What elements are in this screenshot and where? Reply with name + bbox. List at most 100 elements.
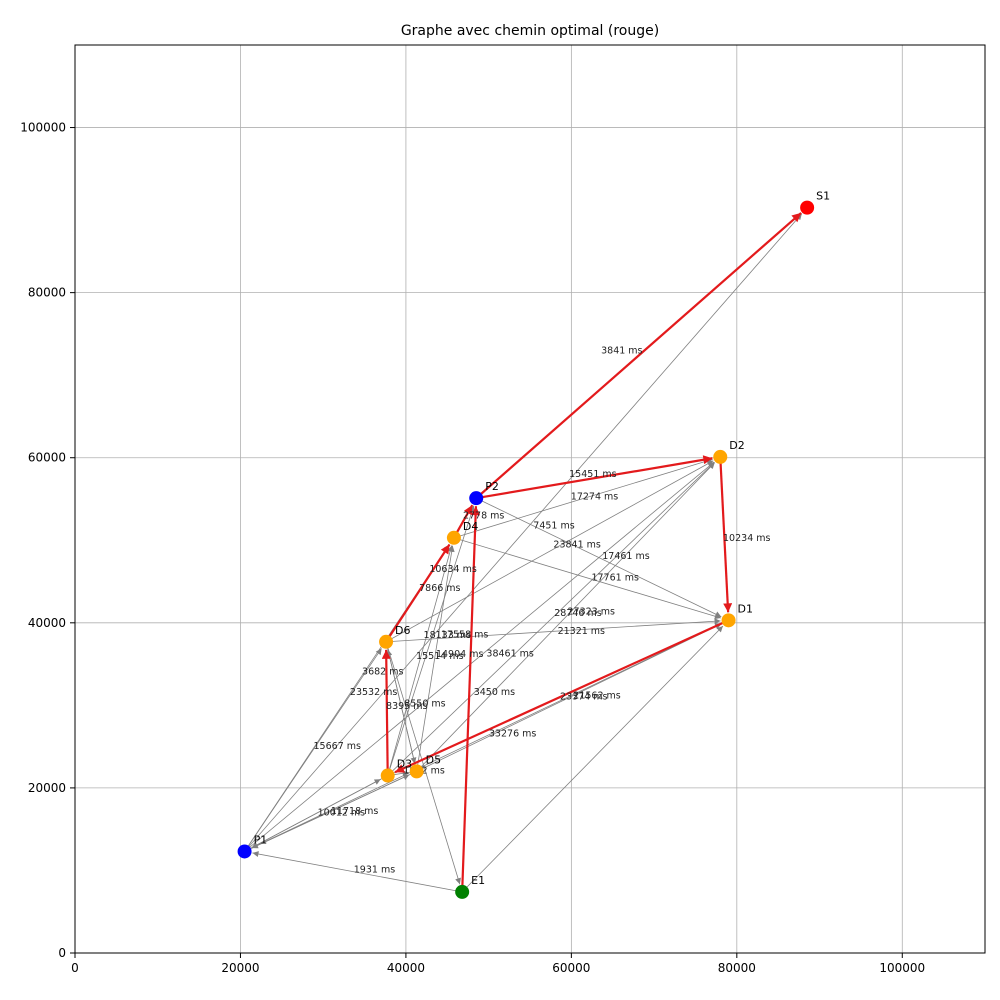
- optimal-edge-D4-P2: [455, 504, 474, 534]
- edge-weight-label: 23841 ms: [553, 539, 600, 550]
- edge-weight-label: 38461 ms: [486, 648, 533, 659]
- edge-weight-label: 10634 ms: [429, 564, 476, 575]
- edge-weight-label: 17558 ms: [441, 629, 488, 640]
- edge-weight-label: 27323 ms: [567, 606, 614, 617]
- edge-P1-D6: [247, 648, 382, 848]
- edge-weight-label: 23532 ms: [350, 687, 397, 698]
- edge-weight-label: 10012 ms: [318, 808, 365, 819]
- optimal-edge-D6-D4: [387, 543, 451, 639]
- node-P2: [469, 491, 484, 506]
- node-D1: [721, 613, 736, 628]
- node-D5: [409, 764, 424, 779]
- y-tick-label: 100000: [20, 121, 66, 135]
- edge-weight-label: 15667 ms: [314, 741, 361, 752]
- edge-P1-D2: [248, 461, 715, 849]
- nodes: E1 P1 P2 S1 D1 D2 D3 D4 D5 D6: [237, 190, 830, 899]
- node-label-P2: P2: [485, 480, 499, 493]
- edge-D3-D2: [391, 462, 715, 773]
- edge-weight-label: 2778 ms: [463, 511, 504, 522]
- optimal-edge-P2-S1: [479, 212, 802, 496]
- edge-E1-P1: [252, 851, 458, 892]
- edge-weight-label: 10234 ms: [723, 533, 770, 544]
- node-D6: [379, 634, 394, 649]
- edge-P1-D3: [248, 778, 381, 850]
- node-label-D5: D5: [426, 753, 441, 766]
- x-tick-label: 80000: [718, 961, 756, 975]
- axes: 0 20000 40000 60000 80000 100000 0 20000 40000 60…: [20, 44, 986, 975]
- edge-weight-label: 15514 ms: [416, 651, 463, 662]
- edge-D6-D1: [391, 618, 721, 642]
- chart-title: Graphe avec chemin optimal (rouge): [401, 23, 659, 39]
- edge-weight-label: 3841 ms: [601, 345, 642, 356]
- edge-weight-label: 17761 ms: [591, 572, 638, 583]
- edge-labels: 3841 ms 15451 ms 17274 ms 2778 ms 7451 ms 102…: [314, 345, 771, 875]
- y-tick-label: 80000: [28, 286, 66, 300]
- y-tick-label: 0: [58, 946, 66, 960]
- edge-weight-label: 3450 ms: [474, 687, 515, 698]
- edge-D4-D2: [458, 458, 713, 537]
- node-S1: [800, 200, 815, 215]
- node-E1: [455, 884, 470, 899]
- edge-E1-D1: [465, 625, 724, 889]
- edge-weight-label: 1802 ms: [403, 766, 444, 777]
- x-tick-label: 40000: [387, 961, 425, 975]
- optimal-edge-P2-D2: [480, 455, 713, 499]
- edge-P1-D1: [248, 623, 722, 850]
- edge-weight-label: 7451 ms: [533, 520, 574, 531]
- y-tick-label: 60000: [28, 451, 66, 465]
- edge-weight-label: 21562 ms: [573, 690, 620, 701]
- edge-D5-D1: [420, 623, 722, 770]
- node-label-D4: D4: [463, 520, 478, 533]
- node-P1: [237, 844, 252, 859]
- edge-weight-label: 1931 ms: [354, 865, 395, 876]
- x-tick-label: 0: [71, 961, 79, 975]
- edge-weight-label: 3682 ms: [362, 667, 403, 678]
- edge-D6-D2: [390, 460, 714, 640]
- node-D4: [446, 530, 461, 545]
- edge-D5-P1: [251, 773, 413, 849]
- edge-weight-label: 14904 ms: [436, 649, 483, 660]
- optimal-edge-D3-D6: [381, 649, 391, 771]
- edge-D3-P2: [388, 505, 475, 771]
- edge-weight-label: 11718 ms: [331, 806, 378, 817]
- edges: [247, 212, 803, 892]
- x-tick-label: 60000: [552, 961, 590, 975]
- edge-D3-D5: [392, 770, 409, 777]
- edge-weight-label: 17274 ms: [571, 492, 618, 503]
- edge-weight-label: 8550 ms: [404, 699, 445, 710]
- edge-weight-label: 17461 ms: [602, 551, 649, 562]
- edge-weight-label: 8395 ms: [386, 701, 427, 712]
- optimal-edge-E1-P2: [461, 506, 481, 887]
- edge-weight-label: 33276 ms: [489, 728, 536, 739]
- edge-weight-label: 7866 ms: [419, 583, 460, 594]
- edge-weight-label: 23374 ms: [560, 691, 607, 702]
- edge-D6-E1: [387, 646, 461, 885]
- node-label-D3: D3: [397, 758, 412, 771]
- node-label-D6: D6: [395, 624, 410, 637]
- node-label-D2: D2: [729, 439, 744, 452]
- node-label-D1: D1: [738, 602, 753, 615]
- node-label-P1: P1: [254, 833, 268, 846]
- y-tick-label: 20000: [28, 781, 66, 795]
- edge-weight-label: 18133 ms: [424, 630, 471, 641]
- x-tick-label: 100000: [879, 961, 925, 975]
- edge-weight-label: 21321 ms: [558, 626, 605, 637]
- edge-P2-D1: [480, 499, 722, 618]
- edge-D3-D4: [388, 545, 454, 771]
- grid: [74, 45, 985, 954]
- node-D3: [380, 768, 395, 783]
- edge-D6-D5: [386, 646, 417, 764]
- node-label-E1: E1: [471, 874, 485, 887]
- edge-weight-label: 28746 ms: [554, 608, 601, 619]
- y-tick-label: 40000: [28, 616, 66, 630]
- x-tick-label: 20000: [221, 961, 259, 975]
- edge-weight-label: 15451 ms: [569, 469, 616, 480]
- edge-D4-D1: [458, 538, 721, 620]
- edge-P1-S1: [247, 213, 803, 848]
- node-label-S1: S1: [816, 190, 830, 203]
- plot-frame: [74, 44, 986, 954]
- node-D2: [713, 449, 728, 464]
- optimal-edge-D2-D1: [719, 461, 733, 613]
- optimal-edge-D1-D3: [394, 621, 725, 774]
